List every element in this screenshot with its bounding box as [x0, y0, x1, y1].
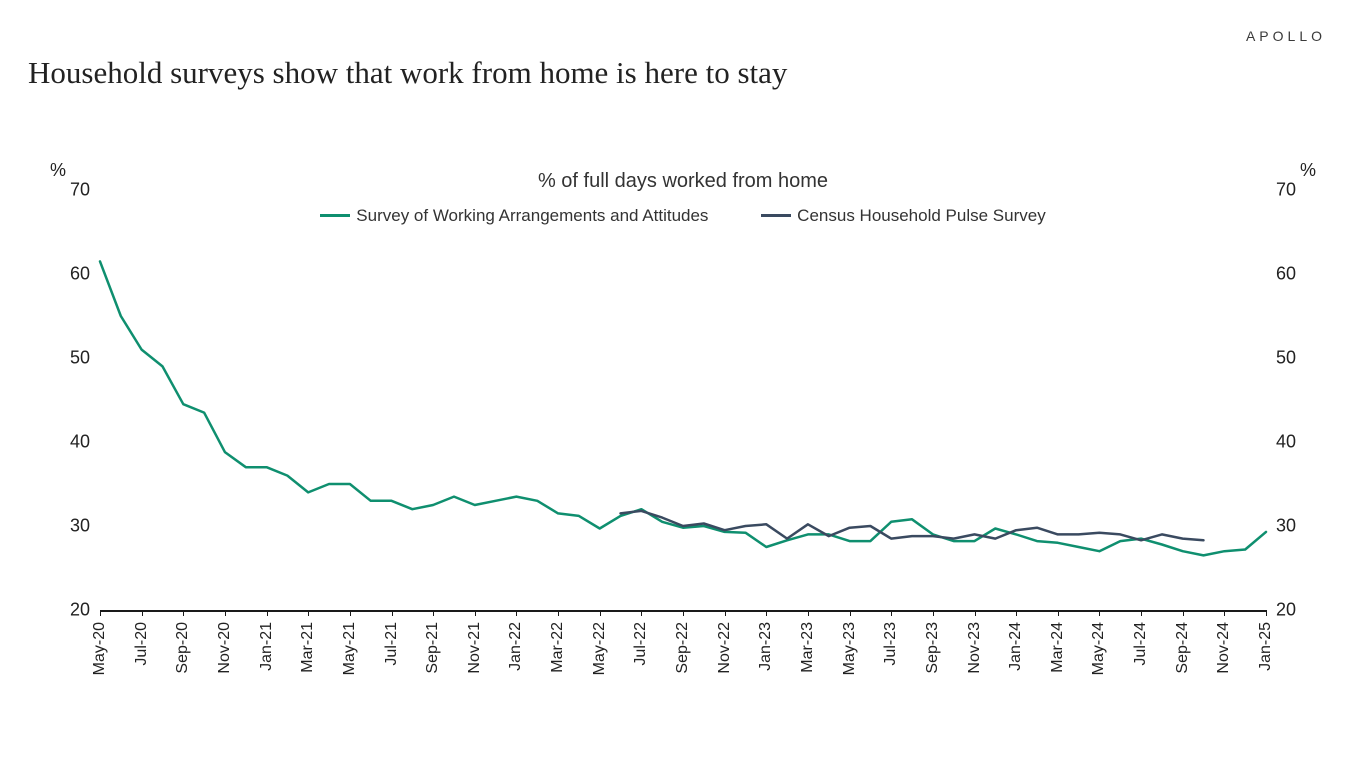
x-tick: [683, 610, 684, 616]
x-tick-label: Jul-22: [632, 622, 650, 666]
x-tick-label: Jan-22: [507, 622, 525, 671]
x-tick-label: Nov-20: [216, 622, 234, 674]
x-tick: [475, 610, 476, 616]
x-tick: [808, 610, 809, 616]
chart: % % % of full days worked from home Surv…: [40, 150, 1326, 710]
x-tick: [433, 610, 434, 616]
y-tick-right: 60: [1276, 264, 1296, 285]
y-tick-left: 30: [50, 516, 90, 537]
x-tick: [1183, 610, 1184, 616]
x-tick-label: Nov-21: [466, 622, 484, 674]
x-tick: [308, 610, 309, 616]
x-tick-label: Sep-24: [1174, 622, 1192, 674]
x-tick: [1141, 610, 1142, 616]
x-tick: [725, 610, 726, 616]
x-tick: [100, 610, 101, 616]
x-tick: [142, 610, 143, 616]
y-tick-left: 50: [50, 348, 90, 369]
x-tick-label: Jul-23: [882, 622, 900, 666]
x-tick: [600, 610, 601, 616]
x-tick-label: Nov-24: [1215, 622, 1233, 674]
x-tick-label: Nov-23: [966, 622, 984, 674]
x-tick: [516, 610, 517, 616]
x-tick-label: May-22: [591, 622, 609, 675]
x-tick-label: May-24: [1090, 622, 1108, 675]
y-tick-right: 40: [1276, 432, 1296, 453]
x-tick-label: Mar-21: [299, 622, 317, 673]
x-tick-label: Mar-22: [549, 622, 567, 673]
y-tick-left: 60: [50, 264, 90, 285]
x-tick: [183, 610, 184, 616]
x-tick-label: Sep-23: [924, 622, 942, 674]
x-tick-label: May-23: [841, 622, 859, 675]
x-tick: [558, 610, 559, 616]
x-tick-label: May-21: [341, 622, 359, 675]
x-tick-label: Sep-22: [674, 622, 692, 674]
x-tick-label: Jan-25: [1257, 622, 1275, 671]
x-tick: [1058, 610, 1059, 616]
x-tick-label: Nov-22: [716, 622, 734, 674]
x-tick-label: Jan-21: [258, 622, 276, 671]
x-tick: [766, 610, 767, 616]
x-tick: [267, 610, 268, 616]
page-title: Household surveys show that work from ho…: [28, 55, 787, 91]
x-tick: [891, 610, 892, 616]
x-tick: [933, 610, 934, 616]
series-line-census: [621, 511, 1204, 540]
x-tick: [641, 610, 642, 616]
y-tick-right: 70: [1276, 180, 1296, 201]
x-tick: [225, 610, 226, 616]
y-tick-left: 70: [50, 180, 90, 201]
x-tick: [1099, 610, 1100, 616]
y-tick-right: 30: [1276, 516, 1296, 537]
y-tick-right: 20: [1276, 600, 1296, 621]
y-tick-left: 40: [50, 432, 90, 453]
brand-logo: APOLLO: [1246, 28, 1326, 44]
x-tick-label: Mar-24: [1049, 622, 1067, 673]
x-tick: [392, 610, 393, 616]
x-tick: [1266, 610, 1267, 616]
x-tick-label: Jan-24: [1007, 622, 1025, 671]
x-tick-label: Jul-20: [133, 622, 151, 666]
x-tick-label: Jul-21: [383, 622, 401, 666]
x-tick-label: Mar-23: [799, 622, 817, 673]
x-tick: [975, 610, 976, 616]
x-tick-label: Sep-21: [424, 622, 442, 674]
y-tick-left: 20: [50, 600, 90, 621]
x-tick: [1016, 610, 1017, 616]
x-tick: [350, 610, 351, 616]
page: APOLLO Household surveys show that work …: [0, 0, 1366, 768]
series-line-swaa: [100, 261, 1266, 555]
x-tick-label: May-20: [91, 622, 109, 675]
plot-area: 202030304040505060607070: [100, 190, 1266, 610]
x-tick: [850, 610, 851, 616]
x-tick-label: Jan-23: [757, 622, 775, 671]
y-tick-right: 50: [1276, 348, 1296, 369]
x-tick-label: Jul-24: [1132, 622, 1150, 666]
x-tick: [1224, 610, 1225, 616]
line-svg: [100, 190, 1266, 610]
x-tick-label: Sep-20: [174, 622, 192, 674]
